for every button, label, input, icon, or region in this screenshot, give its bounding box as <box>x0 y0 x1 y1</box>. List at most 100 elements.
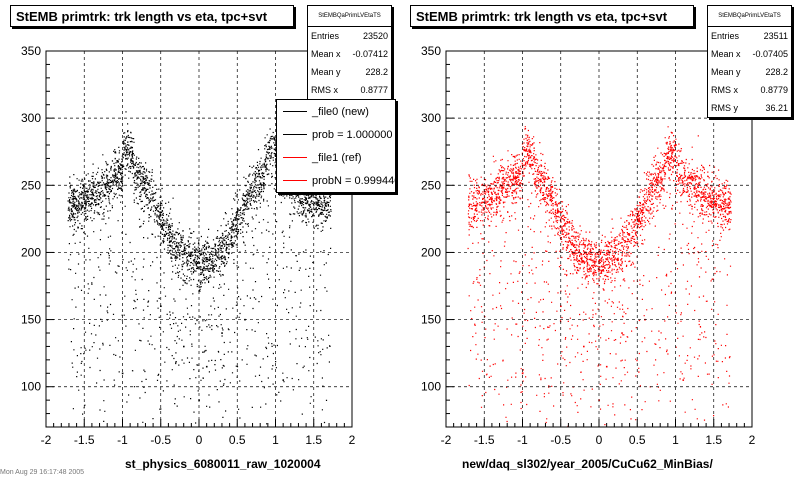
scatter-point <box>506 191 509 193</box>
x-tick-label: 2 <box>749 433 756 447</box>
scatter-point <box>529 151 532 153</box>
scatter-point <box>720 208 723 211</box>
x-tick-label: -1 <box>117 433 128 447</box>
stats-value: 23511 <box>763 31 788 41</box>
scatter-point <box>221 332 223 334</box>
scatter-point <box>144 177 147 180</box>
left-stats-box: StEMBQaPrimLVEtaTS Entries 23520 Mean x -0… <box>307 5 392 100</box>
scatter-point <box>221 245 223 247</box>
left-chart-panel: -2 -1.5 -1 -0.5 0 0.5 1 1.5 2 100 150 200 250 300 350 … <box>0 5 396 476</box>
stats-value: -0.07405 <box>752 49 788 59</box>
right-chart-title: StEMB primtrk: trk length vs eta, tpc+sv… <box>410 5 694 27</box>
scatter-point <box>651 191 654 193</box>
y-tick-label: 150 <box>21 313 41 327</box>
scatter-point <box>491 198 493 200</box>
grid <box>46 51 352 427</box>
y-tick-label: 300 <box>421 111 441 125</box>
left-stats-row: Entries 23520 <box>308 27 391 45</box>
x-tick-label: -1 <box>517 433 528 447</box>
x-tick-label: 1.5 <box>705 433 722 447</box>
left-scatter-plot: -2 -1.5 -1 -0.5 0 0.5 1 1.5 2 100 150 200 250 300 350 <box>21 44 356 447</box>
scatter-point <box>274 144 277 146</box>
scatter-point <box>583 345 585 348</box>
x-tick-label: 1 <box>672 433 679 447</box>
y-tick-label: 150 <box>421 313 441 327</box>
left-stats-row: RMS x 0.8777 <box>308 81 391 99</box>
scatter-density <box>467 126 732 427</box>
stats-label: Mean y <box>711 67 741 77</box>
scatter-point <box>475 204 478 207</box>
scatter-point <box>175 231 177 234</box>
scatter-point <box>521 372 524 375</box>
left-x-axis-title: st_physics_6080011_raw_1020004 <box>125 457 321 471</box>
legend-entry: prob = 1.000000 <box>277 123 395 146</box>
right-stats-row: Mean y 228.2 <box>708 63 791 81</box>
left-stats-row: Mean x -0.07412 <box>308 45 391 63</box>
stats-label: RMS x <box>311 85 338 95</box>
x-tick-label: 0.5 <box>229 433 246 447</box>
scatter-point <box>91 198 93 200</box>
legend-entry: probN = 0.999440 <box>277 169 395 192</box>
scatter-point <box>682 379 685 381</box>
legend-entry: _file0 (new) <box>277 100 395 123</box>
y-tick-label: 200 <box>421 245 441 259</box>
scatter-point <box>305 198 307 200</box>
x-tick-label: -0.5 <box>550 433 571 447</box>
y-tick-label: 100 <box>21 380 41 394</box>
legend-line-icon <box>283 111 307 112</box>
stats-value: 228.2 <box>365 67 388 77</box>
scatter-point <box>636 218 639 220</box>
scatter-point <box>106 191 109 193</box>
scatter-point <box>544 177 547 180</box>
legend-entry: _file1 (ref) <box>277 146 395 169</box>
legend-line-icon <box>283 134 307 135</box>
stats-value: 23520 <box>362 31 388 41</box>
legend-label: probN = 0.999440 <box>312 174 396 187</box>
scatter-density <box>67 111 332 425</box>
x-tick-label: 1.5 <box>305 433 322 447</box>
right-x-axis-title: new/daq_sl302/year_2005/CuCu62_MinBias/ <box>462 457 713 471</box>
stats-label: Entries <box>311 31 340 41</box>
right-stats-box: StEMBQaPrimLVEtaTS Entries 23511 Mean x -0… <box>707 5 792 118</box>
scatter-point <box>690 177 692 180</box>
left-stats-name: StEMBQaPrimLVEtaTS <box>308 6 391 27</box>
footer-timestamp: Mon Aug 29 16:17:48 2005 <box>0 469 85 476</box>
legend-label: _file1 (ref) <box>312 151 362 164</box>
scatter-point <box>320 208 323 211</box>
scatter-point <box>121 372 124 375</box>
stats-label: Mean x <box>311 49 341 59</box>
scatter-point <box>575 231 577 234</box>
x-tick-label: 1 <box>272 433 279 447</box>
stats-value: -0.07412 <box>352 49 388 59</box>
stats-value: 0.8779 <box>760 85 788 95</box>
scatter-point <box>205 365 208 368</box>
scatter-point <box>183 345 185 348</box>
left-stats-row: Mean y 228.2 <box>308 63 391 81</box>
scatter-point <box>560 305 562 308</box>
y-tick-label: 200 <box>21 245 41 259</box>
legend-line-icon <box>283 157 307 158</box>
scatter-point <box>674 144 677 146</box>
stats-label: RMS y <box>711 103 738 113</box>
right-stats-row: Entries 23511 <box>708 27 791 45</box>
grid <box>446 51 752 427</box>
x-tick-label: -1.5 <box>74 433 95 447</box>
scatter-point <box>605 365 608 368</box>
scatter-point <box>282 379 285 381</box>
right-stats-row: RMS y 36.21 <box>708 99 791 117</box>
y-tick-label: 300 <box>21 111 41 125</box>
scatter-point <box>621 332 623 334</box>
scatter-point <box>129 151 132 153</box>
scatter-points <box>467 126 732 427</box>
y-tick-label: 350 <box>21 44 41 58</box>
x-tick-label: 0 <box>196 433 203 447</box>
right-stats-name: StEMBQaPrimLVEtaTS <box>708 6 791 27</box>
x-tick-label: -2 <box>41 433 52 447</box>
x-tick-label: -1.5 <box>474 433 495 447</box>
x-tick-label: -2 <box>441 433 452 447</box>
stats-value: 0.8777 <box>360 85 388 95</box>
x-tick-label: 0.5 <box>629 433 646 447</box>
right-scatter-plot: -2 -1.5 -1 -0.5 0 0.5 1 1.5 2 100 150 200 250 300 350 <box>421 44 756 447</box>
right-stats-row: Mean x -0.07405 <box>708 45 791 63</box>
scatter-point <box>236 218 239 220</box>
